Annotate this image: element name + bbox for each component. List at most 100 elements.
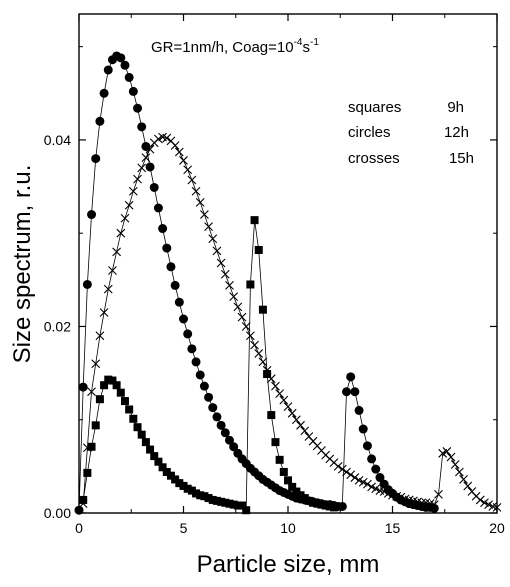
circle-point xyxy=(208,403,218,413)
cross-point xyxy=(120,213,130,223)
annotation-unit-exponent: -1 xyxy=(310,37,319,48)
cross-point xyxy=(216,258,226,268)
square-point xyxy=(171,475,180,484)
cross-point xyxy=(363,479,372,489)
square-point xyxy=(200,492,209,501)
square-point xyxy=(166,471,175,480)
cross-point xyxy=(183,165,193,175)
cross-point xyxy=(417,498,427,508)
circle-point xyxy=(191,357,201,367)
circle-point xyxy=(82,279,92,289)
circle-point xyxy=(183,329,193,339)
circle-point xyxy=(137,122,147,132)
square-point xyxy=(288,482,297,491)
circle-point xyxy=(367,454,377,464)
circle-point xyxy=(337,501,347,511)
cross-point xyxy=(450,460,460,469)
cross-point xyxy=(459,475,468,484)
cross-point xyxy=(287,408,297,418)
cross-point xyxy=(108,266,117,275)
square-point xyxy=(179,481,188,490)
cross-point xyxy=(229,292,239,301)
cross-point xyxy=(258,357,268,367)
cross-point xyxy=(200,210,209,219)
circle-point xyxy=(220,428,230,438)
square-point xyxy=(95,395,104,404)
circle-point xyxy=(124,72,134,82)
square-point xyxy=(120,397,129,406)
series-cross xyxy=(78,132,502,512)
cross-point xyxy=(112,247,122,257)
square-point xyxy=(141,438,150,447)
square-point xyxy=(187,486,196,495)
cross-point xyxy=(333,461,343,471)
circle-point xyxy=(358,424,368,434)
square-point xyxy=(275,455,284,464)
square-point xyxy=(162,467,171,476)
square-point xyxy=(233,501,242,510)
cross-point xyxy=(187,175,197,185)
square-point xyxy=(263,370,272,379)
square-point xyxy=(246,280,255,289)
axis-layer: 0 5 10 15 20 0.00 0.02 0.04 xyxy=(44,14,505,536)
cross-point xyxy=(99,308,109,317)
cross-point xyxy=(128,186,138,196)
square-point xyxy=(108,376,117,385)
cross-point xyxy=(475,495,485,505)
circle-point xyxy=(229,442,239,452)
legend-circles-time: 12h xyxy=(444,124,469,141)
cross-point xyxy=(342,467,351,477)
cross-point xyxy=(463,481,473,491)
square-point xyxy=(192,489,201,498)
x-tick-label-2: 10 xyxy=(280,520,296,536)
cross-point xyxy=(279,395,289,405)
cross-point xyxy=(350,473,360,482)
square-point xyxy=(196,491,205,500)
circle-point xyxy=(354,405,364,415)
circle-point xyxy=(128,86,138,96)
square-point xyxy=(271,438,280,447)
cross-point xyxy=(87,387,96,397)
cross-point xyxy=(283,402,293,412)
cross-point xyxy=(271,381,280,391)
cross-point xyxy=(429,500,439,509)
cross-point xyxy=(141,153,151,163)
square-point xyxy=(250,216,259,225)
cross-point xyxy=(191,186,201,196)
cross-point xyxy=(170,141,180,150)
parameters-annotation: GR=1nm/h, Coag=10-4s-1 xyxy=(151,37,319,56)
square-point xyxy=(91,421,100,430)
cross-point xyxy=(145,144,155,154)
square-point xyxy=(212,496,221,505)
square-point xyxy=(284,476,292,485)
cross-point xyxy=(254,349,264,358)
circle-point xyxy=(342,387,352,397)
cross-point xyxy=(337,464,347,474)
cross-point xyxy=(291,415,301,425)
circle-point xyxy=(187,344,197,354)
y-tick-label-0: 0.00 xyxy=(44,505,71,521)
square-point xyxy=(116,388,125,397)
annotation-unit: s xyxy=(303,39,311,56)
square-point xyxy=(258,305,267,314)
legend-squares-time: 9h xyxy=(447,99,464,116)
cross-point xyxy=(434,489,443,499)
square-point xyxy=(150,452,159,461)
circle-point xyxy=(141,141,151,151)
square-point xyxy=(100,381,109,390)
square-point xyxy=(217,497,226,506)
circle-point xyxy=(158,224,168,234)
square-point xyxy=(87,442,96,451)
circle-point xyxy=(170,280,180,290)
cross-point xyxy=(346,470,356,480)
circle-point xyxy=(116,53,126,63)
square-point xyxy=(267,411,276,420)
cross-point xyxy=(245,331,255,341)
cross-point xyxy=(266,374,276,384)
legend-crosses-time: 15h xyxy=(449,150,474,167)
circle-point xyxy=(362,441,372,451)
cross-point xyxy=(95,331,105,341)
square-point xyxy=(83,468,92,477)
square-point xyxy=(238,501,247,510)
square-point xyxy=(175,479,184,488)
